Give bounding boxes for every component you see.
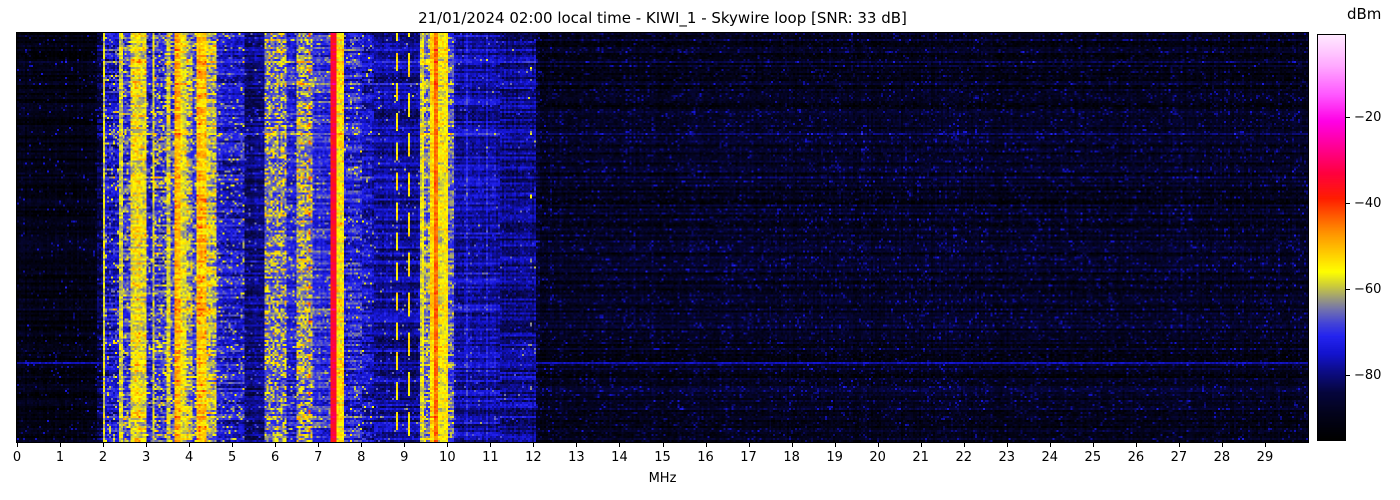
x-tick [103,443,105,447]
x-tick [791,443,793,447]
x-tick [1006,443,1008,447]
colorbar-tick-label: −80 [1354,368,1382,384]
x-tick [920,443,922,447]
x-tick-label: 24 [1041,450,1059,465]
x-tick-label: 23 [998,450,1016,465]
x-tick-label: 9 [400,450,409,465]
x-tick [1135,443,1137,447]
x-tick-label: 0 [12,450,22,465]
colorbar-tick-label: −60 [1354,282,1382,298]
x-tick [318,443,320,447]
x-tick [1178,443,1180,447]
x-tick [232,443,234,447]
x-tick-label: 22 [955,450,972,465]
x-tick-label: 29 [1256,450,1274,465]
x-tick-label: 28 [1213,450,1231,465]
x-tick-label: 7 [314,450,323,465]
x-tick-label: 21 [912,450,929,465]
x-tick-label: 8 [357,450,366,465]
x-tick-label: 14 [611,450,628,465]
colorbar [1317,34,1346,441]
x-tick-label: 10 [439,450,456,465]
plot-area [16,32,1309,443]
colorbar-tick [1346,116,1350,118]
x-tick-label: 16 [697,450,714,465]
spectrogram-canvas [17,33,1308,442]
x-tick [877,443,879,447]
x-tick [146,443,148,447]
x-tick-label: 18 [783,450,800,465]
colorbar-label: dBm [1347,5,1382,23]
x-tick [619,443,621,447]
x-tick [361,443,363,447]
x-tick [705,443,707,447]
x-tick [17,443,18,447]
x-tick [834,443,836,447]
x-tick [533,443,535,447]
colorbar-tick [1346,203,1350,205]
x-tick-label: 20 [869,450,886,465]
x-tick [576,443,578,447]
x-tick [447,443,449,447]
x-tick [1049,443,1051,447]
colorbar-tick [1346,289,1350,291]
x-tick-label: 12 [525,450,542,465]
x-tick [963,443,965,447]
x-tick-label: 13 [568,450,585,465]
colorbar-tick-label: −40 [1354,196,1382,212]
x-tick-label: 25 [1084,450,1102,465]
x-tick-label: 2 [98,450,108,465]
colorbar-tick-label: −20 [1354,109,1382,125]
x-tick-label: 5 [228,450,237,465]
x-tick-label: 11 [482,450,499,465]
x-tick [490,443,492,447]
x-tick-label: 6 [271,450,280,465]
colorbar-canvas [1318,35,1345,440]
x-tick-label: 26 [1127,450,1145,465]
x-tick [60,443,62,447]
x-tick-label: 27 [1170,450,1188,465]
x-tick [1264,443,1266,447]
x-tick-label: 15 [654,450,671,465]
x-tick-label: 1 [55,450,65,465]
x-tick-label: 3 [141,450,151,465]
x-tick [1092,443,1094,447]
x-axis-label: MHz [648,471,677,486]
x-tick [404,443,406,447]
x-tick [662,443,664,447]
x-tick-label: 19 [826,450,843,465]
colorbar-tick [1346,375,1350,377]
x-tick [189,443,191,447]
x-tick-label: 17 [740,450,757,465]
x-tick [748,443,750,447]
x-tick-label: 4 [184,450,194,465]
chart-title: 21/01/2024 02:00 local time - KIWI_1 - S… [418,9,907,27]
x-tick [1221,443,1223,447]
x-tick [275,443,277,447]
